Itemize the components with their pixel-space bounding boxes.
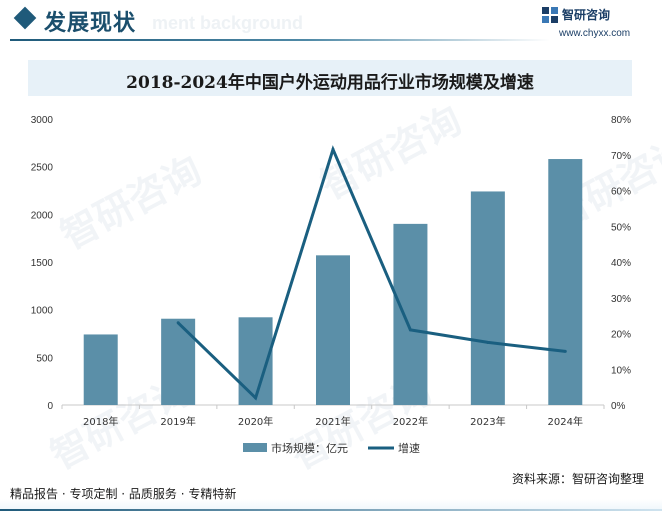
y-left-tick-label: 1000 bbox=[31, 306, 54, 317]
legend-swatch-bar bbox=[243, 443, 267, 452]
source-note: 资料来源：智研咨询整理 bbox=[511, 472, 644, 486]
y-left-tick-label: 0 bbox=[47, 401, 53, 412]
y-right-tick-label: 20% bbox=[611, 330, 631, 341]
y-right-tick-label: 30% bbox=[611, 294, 631, 305]
bar bbox=[548, 159, 583, 405]
y-left-tick-label: 2000 bbox=[31, 210, 54, 221]
x-tick-label: 2022年 bbox=[393, 415, 428, 428]
x-tick-label: 2020年 bbox=[238, 415, 273, 428]
y-right-tick-label: 50% bbox=[611, 222, 631, 233]
bar bbox=[470, 191, 505, 405]
bar bbox=[393, 223, 428, 405]
footer: 精品报告 · 专项定制 · 品质服务 · 专精特新 bbox=[0, 478, 662, 511]
bar bbox=[161, 318, 196, 405]
y-right-tick-label: 40% bbox=[611, 258, 631, 269]
line-point bbox=[331, 147, 335, 151]
series-line-growth bbox=[177, 145, 566, 401]
x-tick-label: 2024年 bbox=[548, 415, 583, 428]
y-right-tick-label: 0% bbox=[611, 401, 626, 412]
y-right-tick-label: 80% bbox=[611, 115, 631, 126]
header-divider bbox=[10, 39, 550, 41]
y-left-tick-label: 3000 bbox=[31, 115, 54, 126]
brand: 智研咨询 www.chyxx.com bbox=[542, 6, 652, 42]
footer-stripe bbox=[0, 509, 662, 511]
section-ghost-text: ment background bbox=[152, 13, 304, 33]
bar bbox=[316, 255, 350, 405]
logo-icon bbox=[542, 7, 558, 23]
y-right-tick-label: 70% bbox=[611, 151, 631, 162]
line-point bbox=[254, 396, 258, 400]
y-left-tick-label: 1500 bbox=[31, 258, 54, 269]
x-tick-label: 2021年 bbox=[315, 415, 350, 428]
bar bbox=[83, 334, 118, 405]
x-tick-label: 2018年 bbox=[83, 415, 118, 428]
section-title: 发展现状 bbox=[44, 11, 137, 36]
legend-label-bar: 市场规模：亿元 bbox=[271, 441, 348, 455]
line-point bbox=[486, 340, 490, 344]
line-point bbox=[408, 328, 412, 332]
y-left-tick-label: 2500 bbox=[31, 163, 54, 174]
chart-title-bar: 2018-2024年中国户外运动用品行业市场规模及增速 bbox=[28, 60, 632, 96]
x-tick-label: 2019年 bbox=[160, 415, 195, 428]
page-header: 发展现状 ment background 智研咨询 www.chyxx.com bbox=[0, 0, 662, 46]
brand-url: www.chyxx.com bbox=[559, 28, 631, 39]
watermark-text: 智研咨询 bbox=[54, 148, 209, 258]
footer-tagline: 精品报告 · 专项定制 · 品质服务 · 专精特新 bbox=[10, 487, 237, 501]
y-left-tick-label: 500 bbox=[36, 353, 53, 364]
x-tick-label: 2023年 bbox=[470, 415, 505, 428]
legend-label-line: 增速 bbox=[398, 441, 420, 455]
line-point bbox=[176, 321, 180, 325]
watermark-text: 智研咨询 bbox=[314, 98, 469, 208]
chart-title: 2018-2024年中国户外运动用品行业市场规模及增速 bbox=[126, 73, 534, 93]
y-right-tick-label: 10% bbox=[611, 365, 631, 376]
line-point bbox=[563, 349, 567, 353]
footer-band bbox=[0, 499, 662, 511]
y-right-tick-label: 60% bbox=[611, 187, 631, 198]
brand-name: 智研咨询 bbox=[562, 8, 611, 22]
